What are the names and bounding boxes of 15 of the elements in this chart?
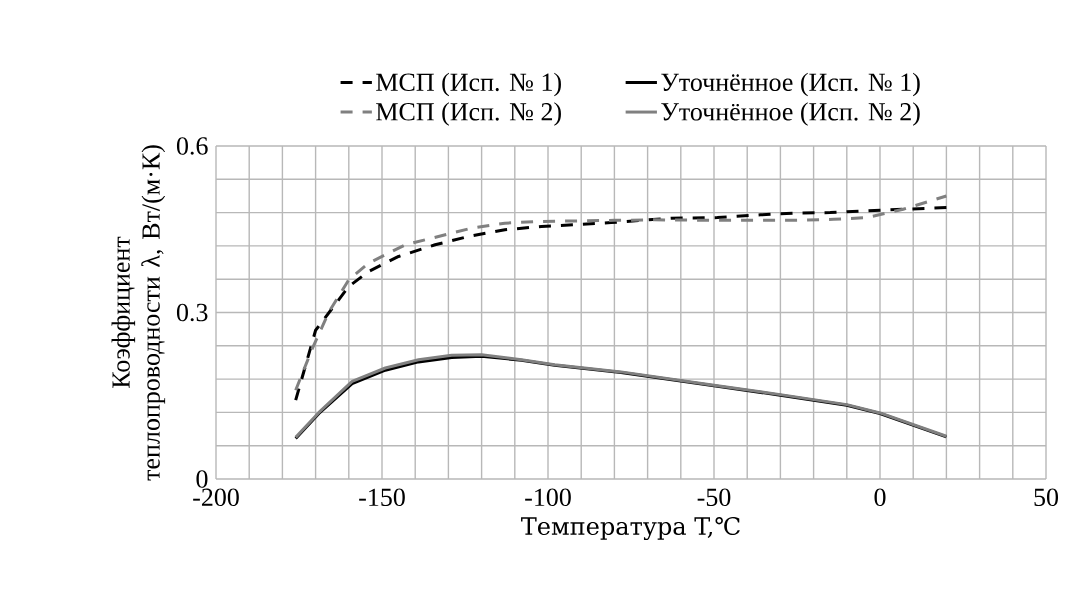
x-tick-label: -50	[697, 488, 731, 507]
x-tick-label: 50	[1034, 488, 1059, 507]
legend-label: МСП (Исп. № 2)	[376, 102, 561, 126]
y-axis-title: Коэффициент теплопроводности λ, Вт/(м·К)	[111, 145, 166, 481]
x-tick-label: -200	[193, 488, 239, 507]
x-tick-label: -100	[525, 488, 571, 507]
legend-label: Уточнённое (Исп. № 1)	[661, 72, 920, 97]
x-axis-title: Температура T,℃	[521, 516, 740, 541]
y-tick-label: 0.6	[176, 137, 208, 155]
legend-label: МСП (Исп. № 1)	[376, 72, 561, 97]
y-tick-label: 0.3	[176, 303, 208, 322]
x-tick-label: 0	[874, 488, 886, 507]
x-tick-label: -150	[359, 488, 405, 507]
legend-label: Уточнённое (Исп. № 2)	[661, 102, 920, 126]
y-tick-label: 0	[196, 470, 208, 488]
